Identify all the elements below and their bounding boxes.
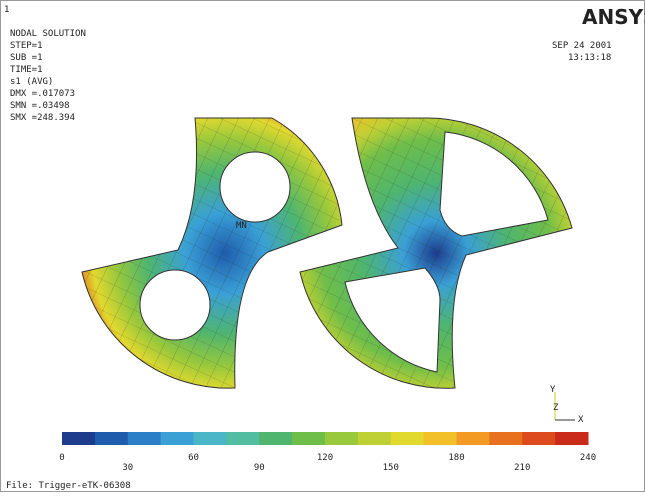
legend-label: 180 (448, 453, 464, 463)
legend-swatch (457, 432, 490, 445)
legend-swatch (292, 432, 325, 445)
info-line: SMX =248.394 (10, 113, 75, 123)
legend-swatch (424, 432, 457, 445)
legend-label: 120 (317, 453, 333, 463)
legend-swatch (522, 432, 555, 445)
info-line: STEP=1 (10, 41, 43, 51)
legend-swatch (391, 432, 424, 445)
info-line: SMN =.03498 (10, 101, 70, 111)
legend-label: 0 (59, 453, 64, 463)
legend-label: 90 (254, 463, 265, 473)
axis-y: Y (550, 385, 556, 395)
date: SEP 24 2001 (552, 41, 612, 51)
info-line: DMX =.017073 (10, 89, 75, 99)
legend-swatch (128, 432, 161, 445)
info-line: SUB =1 (10, 53, 43, 63)
legend-swatch (161, 432, 194, 445)
window-number: 1 (4, 5, 9, 15)
legend-label: 60 (188, 453, 199, 463)
frame (1, 1, 645, 492)
legend-swatch (489, 432, 522, 445)
legend-swatch (226, 432, 259, 445)
axis-x: X (578, 415, 584, 425)
legend-swatch (62, 432, 95, 445)
file-name: File: Trigger-eTK-06308 (6, 481, 131, 491)
legend-label: 30 (122, 463, 133, 473)
axis-z: Z (553, 403, 559, 413)
legend-swatch (194, 432, 227, 445)
legend-label: 240 (580, 453, 596, 463)
info-line: TIME=1 (10, 65, 43, 75)
legend-swatch (325, 432, 358, 445)
legend-swatch (259, 432, 292, 445)
ansys-window: 1 NODAL SOLUTION STEP=1 SUB =1 TIME=1 s1 (AV… (0, 0, 645, 492)
legend-swatch (555, 432, 588, 445)
info-line: s1 (AVG) (10, 77, 53, 87)
time: 13:13:18 (568, 53, 611, 63)
legend-label: 150 (383, 463, 399, 473)
min-marker: MN (236, 221, 247, 231)
info-line: NODAL SOLUTION (10, 29, 86, 39)
legend-swatch (358, 432, 391, 445)
legend-label: 210 (514, 463, 530, 473)
legend-swatch (95, 432, 128, 445)
